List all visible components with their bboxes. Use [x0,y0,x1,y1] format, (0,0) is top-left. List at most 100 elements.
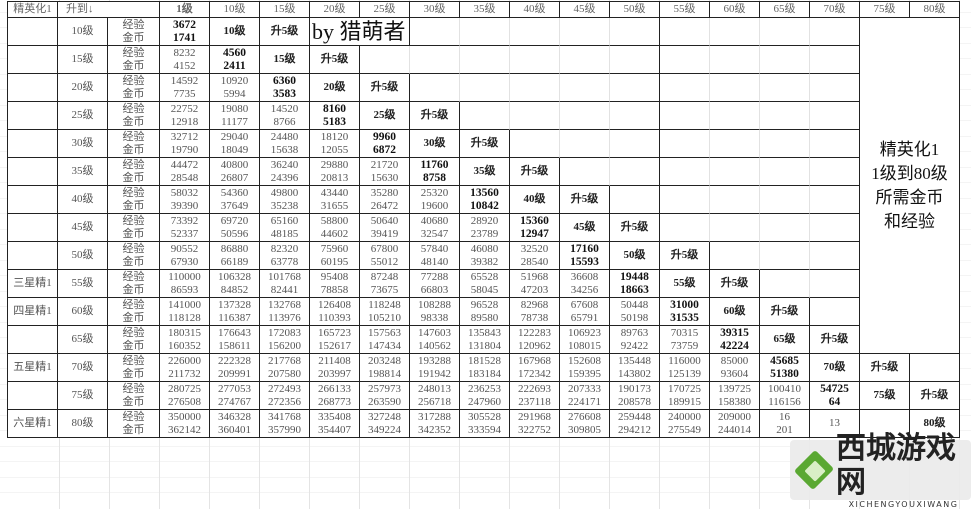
empty-cell[interactable] [810,242,860,270]
data-cell[interactable]: 73392 52337 [160,214,210,242]
data-cell[interactable]: 141000 118128 [160,298,210,326]
data-cell[interactable]: 222693 237118 [510,382,560,410]
empty-cell[interactable] [610,74,660,102]
empty-cell[interactable] [510,130,560,158]
empty-cell[interactable] [660,158,710,186]
empty-cell[interactable] [810,46,860,74]
data-cell[interactable]: 19448 18663 [610,270,660,298]
data-cell[interactable]: 108288 98338 [410,298,460,326]
target-level-cell[interactable]: 55级 [58,270,108,298]
data-cell[interactable]: 50640 39419 [360,214,410,242]
data-cell[interactable]: 39315 42224 [710,326,760,354]
data-cell[interactable]: 180315 160352 [160,326,210,354]
empty-cell[interactable] [660,102,710,130]
data-cell[interactable]: 226000 211732 [160,354,210,382]
data-cell[interactable]: 106923 108015 [560,326,610,354]
data-cell[interactable]: 25320 19600 [410,186,460,214]
data-cell[interactable]: 207333 224171 [560,382,610,410]
empty-cell[interactable] [660,214,710,242]
data-cell[interactable]: 86880 66189 [210,242,260,270]
data-cell[interactable]: 139725 158380 [710,382,760,410]
data-cell[interactable]: 280725 276508 [160,382,210,410]
data-cell[interactable]: 40800 26807 [210,158,260,186]
empty-cell[interactable] [510,46,560,74]
target-level-cell[interactable]: 75级 [58,382,108,410]
data-cell[interactable]: 272493 272356 [260,382,310,410]
data-cell[interactable]: 240000 275549 [660,410,710,438]
empty-cell[interactable] [710,214,760,242]
data-cell[interactable]: 152608 159395 [560,354,610,382]
data-cell[interactable]: 22752 12918 [160,102,210,130]
data-cell[interactable]: 69720 50596 [210,214,260,242]
data-cell[interactable]: 24480 15638 [260,130,310,158]
data-cell[interactable]: 132768 113976 [260,298,310,326]
empty-cell[interactable] [810,130,860,158]
data-cell[interactable]: 75960 60195 [310,242,360,270]
empty-cell[interactable] [760,186,810,214]
data-cell[interactable]: 67608 65791 [560,298,610,326]
data-cell[interactable]: 4560 2411 [210,46,260,74]
header-level-13[interactable]: 70级 [810,2,860,18]
empty-cell[interactable] [560,102,610,130]
empty-cell[interactable] [610,130,660,158]
empty-cell[interactable] [810,102,860,130]
empty-cell[interactable] [560,130,610,158]
empty-cell[interactable] [810,74,860,102]
data-cell[interactable]: 257973 263590 [360,382,410,410]
empty-cell[interactable] [710,242,760,270]
data-cell[interactable]: 110000 86593 [160,270,210,298]
data-cell[interactable]: 101768 82441 [260,270,310,298]
tier-cell[interactable] [8,382,58,410]
data-cell[interactable]: 14520 8766 [260,102,310,130]
tier-cell[interactable] [8,214,58,242]
data-cell[interactable]: 90552 67930 [160,242,210,270]
target-level-cell[interactable]: 50级 [58,242,108,270]
tier-cell[interactable] [8,130,58,158]
header-level-0[interactable]: 1级 [160,2,210,18]
data-cell[interactable]: 259448 294212 [610,410,660,438]
data-cell[interactable]: 157563 147434 [360,326,410,354]
target-level-cell[interactable]: 35级 [58,158,108,186]
data-cell[interactable]: 170725 189915 [660,382,710,410]
empty-cell[interactable] [810,18,860,46]
data-cell[interactable]: 50448 50198 [610,298,660,326]
target-level-cell[interactable]: 10级 [58,18,108,46]
data-cell[interactable]: 32712 19790 [160,130,210,158]
data-cell[interactable]: 45685 51380 [760,354,810,382]
empty-cell[interactable] [660,74,710,102]
data-cell[interactable]: 54725 64 [810,382,860,410]
header-level-1[interactable]: 10级 [210,2,260,18]
tier-cell[interactable]: 六星精1 [8,410,58,438]
data-cell[interactable]: 89763 92422 [610,326,660,354]
data-cell[interactable]: 147603 140562 [410,326,460,354]
data-cell[interactable]: 176643 158611 [210,326,260,354]
empty-cell[interactable] [760,74,810,102]
empty-cell[interactable] [810,158,860,186]
data-cell[interactable]: 95408 78858 [310,270,360,298]
data-cell[interactable]: 165723 152617 [310,326,360,354]
data-cell[interactable]: 248013 256718 [410,382,460,410]
header-level-14[interactable]: 75级 [860,2,910,18]
empty-cell[interactable] [760,102,810,130]
data-cell[interactable]: 70315 73759 [660,326,710,354]
data-cell[interactable]: 57840 48140 [410,242,460,270]
data-cell[interactable]: 82968 78738 [510,298,560,326]
header-level-9[interactable]: 50级 [610,2,660,18]
header-level-12[interactable]: 65级 [760,2,810,18]
data-cell[interactable] [860,410,910,438]
tier-cell[interactable] [8,74,58,102]
empty-cell[interactable] [460,74,510,102]
data-cell[interactable]: 126408 110393 [310,298,360,326]
data-cell[interactable]: 36240 24396 [260,158,310,186]
data-cell[interactable]: 106328 84852 [210,270,260,298]
empty-cell[interactable] [760,46,810,74]
empty-cell[interactable] [560,18,610,46]
data-cell[interactable]: 137328 116387 [210,298,260,326]
data-cell[interactable]: 96528 89580 [460,298,510,326]
data-cell[interactable]: 10920 5994 [210,74,260,102]
empty-cell[interactable] [510,18,560,46]
data-cell[interactable]: 36608 34256 [560,270,610,298]
empty-cell[interactable] [510,102,560,130]
data-cell[interactable]: 21720 15630 [360,158,410,186]
data-cell[interactable]: 6360 3583 [260,74,310,102]
